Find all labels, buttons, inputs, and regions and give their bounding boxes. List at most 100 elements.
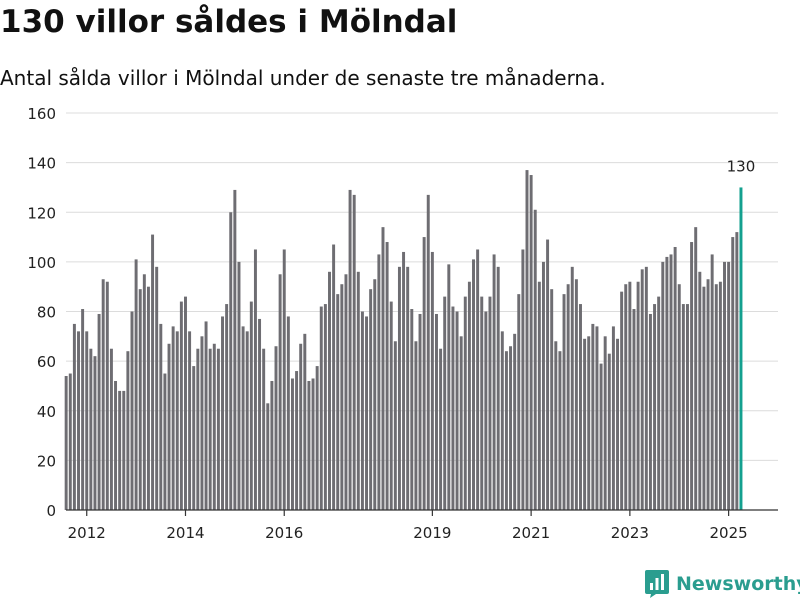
y-tick-label: 160 <box>27 105 56 123</box>
bar <box>476 249 480 510</box>
last-value-label: 130 <box>727 157 756 175</box>
bar <box>282 249 286 510</box>
bar <box>496 266 500 510</box>
brand-name: Newsworthy <box>676 573 800 595</box>
bar <box>245 331 249 510</box>
x-tick-label: 2016 <box>265 524 303 542</box>
bar <box>101 279 105 510</box>
bar <box>332 244 336 510</box>
bar <box>525 170 529 510</box>
bar <box>710 254 714 510</box>
bar <box>558 351 562 510</box>
bar <box>311 378 315 510</box>
bar <box>369 289 373 510</box>
bar <box>537 281 541 510</box>
bar <box>89 348 93 510</box>
bar <box>167 343 171 510</box>
bar <box>546 239 550 511</box>
bar <box>225 304 229 510</box>
bar <box>151 234 155 510</box>
y-tick-label: 120 <box>27 204 56 222</box>
bar <box>480 296 484 510</box>
bar <box>216 348 220 510</box>
bar <box>718 281 722 510</box>
bar <box>517 294 521 510</box>
bar-chart: 0 20 40 60 80 100 120 140 160 130 2012 2014 2016 2019… <box>27 105 778 542</box>
bar <box>323 304 327 510</box>
bar <box>270 380 274 510</box>
bar <box>85 331 89 510</box>
bar <box>632 309 636 510</box>
chart-subtitle: Antal sålda villor i Mölndal under de se… <box>0 66 606 90</box>
bar <box>439 348 443 510</box>
y-tick-label: 40 <box>37 403 56 421</box>
bar <box>344 274 348 510</box>
bar <box>603 336 607 510</box>
bar <box>233 189 237 511</box>
bar <box>607 353 611 510</box>
bar <box>587 336 591 510</box>
bar <box>484 311 488 510</box>
bar <box>669 254 673 510</box>
bar <box>328 271 331 510</box>
bar <box>212 343 216 510</box>
bar <box>504 351 508 510</box>
bar <box>459 336 463 510</box>
bar <box>550 289 554 510</box>
bar <box>307 380 311 510</box>
bar <box>467 281 471 510</box>
bar <box>365 316 369 510</box>
bar <box>616 338 620 510</box>
x-tick-label: 2019 <box>413 524 451 542</box>
bar <box>253 249 257 510</box>
bar <box>566 284 570 510</box>
bar <box>179 301 183 510</box>
bar <box>554 341 558 510</box>
bar <box>414 341 418 510</box>
y-tick-label: 140 <box>27 155 56 173</box>
bar <box>509 346 513 510</box>
bar <box>208 348 212 510</box>
bar <box>681 304 685 510</box>
bar <box>579 304 582 510</box>
bar <box>648 313 652 510</box>
bar <box>221 316 224 510</box>
bar <box>175 331 179 510</box>
bar <box>72 323 76 510</box>
bar <box>422 237 426 510</box>
bar <box>731 237 735 510</box>
bar <box>126 351 130 510</box>
bar <box>406 266 410 510</box>
bar <box>661 261 665 511</box>
bar <box>348 189 352 511</box>
y-tick-label: 0 <box>46 502 56 520</box>
bar <box>426 194 430 510</box>
bar <box>595 326 599 510</box>
bar <box>640 269 644 510</box>
bar <box>340 284 344 510</box>
bar <box>319 306 323 510</box>
bar <box>443 296 447 510</box>
bar <box>698 271 702 510</box>
bar <box>109 348 113 510</box>
bar <box>702 286 706 510</box>
bar <box>492 254 496 510</box>
bar <box>574 279 578 510</box>
bar <box>402 251 406 510</box>
bar <box>393 341 397 510</box>
bar <box>64 376 68 510</box>
bar <box>628 281 632 510</box>
bar <box>727 261 731 511</box>
bar <box>184 296 187 510</box>
bar <box>249 301 253 510</box>
bar <box>336 294 340 510</box>
bar <box>229 212 233 510</box>
bar <box>714 284 718 510</box>
bar <box>389 301 393 510</box>
bar <box>81 309 85 510</box>
bar <box>657 296 661 510</box>
bar <box>488 296 492 510</box>
bar <box>500 331 504 510</box>
bar <box>303 333 307 510</box>
bar <box>171 326 175 510</box>
